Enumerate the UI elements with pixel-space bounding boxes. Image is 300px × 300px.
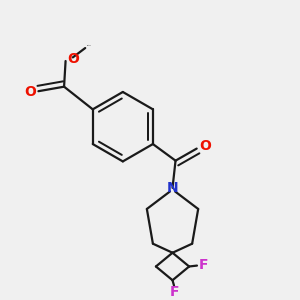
Text: O: O [199, 139, 211, 153]
Text: N: N [167, 181, 178, 195]
Text: F: F [199, 258, 208, 272]
Text: methyl: methyl [87, 45, 92, 46]
Text: F: F [170, 285, 180, 299]
Text: O: O [68, 52, 80, 66]
Text: O: O [24, 85, 36, 99]
